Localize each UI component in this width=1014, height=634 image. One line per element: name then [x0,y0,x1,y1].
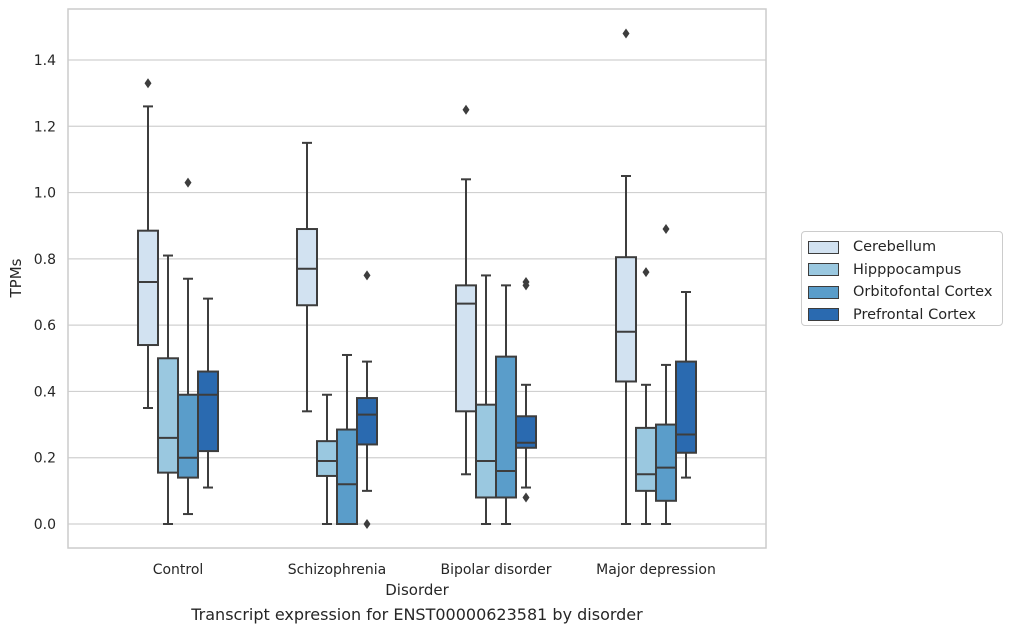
x-tick-label: Major depression [596,562,716,578]
y-tick-label: 0.6 [34,318,56,334]
outlier-point [622,28,630,39]
box-group [475,274,497,525]
box-group [655,224,677,525]
box [455,284,477,413]
outlier-point [662,224,670,235]
legend-item: Orbitofontal Cortex [808,281,1002,304]
y-tick-label: 0.4 [34,384,56,400]
x-tick-label: Schizophrenia [288,562,386,578]
y-tick-label: 0.2 [34,451,56,467]
box-plot-series [137,28,697,529]
legend-swatch [808,240,839,254]
box [316,440,338,477]
outlier-point [363,270,371,281]
box-group [356,270,378,529]
box [356,397,378,446]
box [296,228,318,307]
box-group [455,104,477,476]
box-group [615,28,637,525]
box-group [515,277,537,503]
legend-item: Hipppocampus [808,259,1002,282]
x-tick-label: Control [153,562,204,578]
x-axis-ticks: Control Schizophrenia Bipolar disorder Majo… [153,562,716,578]
box [675,360,697,454]
box-group [316,393,338,525]
box [655,423,677,502]
y-tick-label: 1.0 [34,186,56,202]
legend-swatch [808,285,839,299]
box [495,355,517,499]
y-tick-label: 1.4 [34,53,56,69]
box [177,393,199,479]
box-group [296,141,318,413]
box [475,403,497,499]
legend-item: Prefrontal Cortex [808,304,1002,327]
figure-caption: Transcript expression for ENST0000062358… [191,605,643,624]
box [157,357,179,474]
outlier-point [462,104,470,115]
box [336,428,358,525]
legend-swatch [808,308,839,322]
box-group [197,297,219,489]
x-axis-label: Disorder [385,581,449,599]
box [515,415,537,449]
outlier-point [522,280,530,291]
box-group [336,353,358,525]
legend-label: Prefrontal Cortex [853,306,976,323]
y-tick-label: 0.8 [34,252,56,268]
outlier-point [363,519,371,529]
legend: Cerebellum Hipppocampus Orbitofontal Cor… [801,231,1003,326]
outlier-point [642,267,650,278]
box [137,229,159,347]
box [615,256,637,383]
box [635,426,657,492]
legend-label: Hipppocampus [853,261,962,278]
box-group [137,78,159,409]
legend-label: Orbitofontal Cortex [853,284,993,301]
box-group [675,290,697,479]
plot-frame [67,8,767,549]
legend-swatch [808,263,839,277]
box-group [495,284,517,525]
box [197,370,219,453]
y-tick-label: 1.2 [34,119,56,135]
outlier-point [184,177,192,188]
y-axis-ticks: 0.0 0.2 0.4 0.6 0.8 1.0 1.2 1.4 [34,53,56,533]
box-group [177,177,199,516]
x-tick-label: Bipolar disorder [440,562,551,578]
legend-label: Cerebellum [853,239,937,256]
outlier-point [144,78,152,89]
box-group [157,254,179,525]
y-axis-label: TPMs [7,258,25,298]
y-tick-label: 0.0 [34,517,56,533]
box-group [635,267,657,525]
outlier-point [522,492,530,503]
legend-item: Cerebellum [808,236,1002,259]
